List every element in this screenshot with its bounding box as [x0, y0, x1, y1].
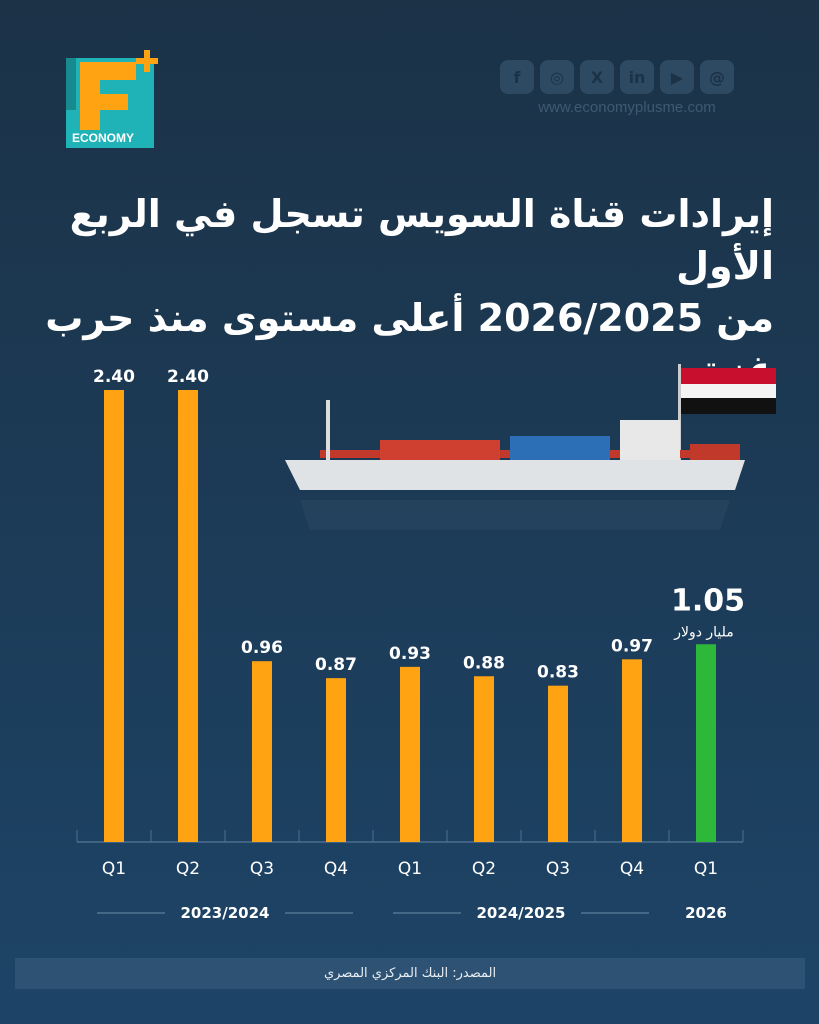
- data-label: 0.97: [611, 636, 653, 656]
- title-line-2: من 2026/2025 أعلى مستوى منذ حرب غزة: [45, 296, 774, 392]
- group-label: 2024/2025: [477, 904, 566, 922]
- bar: [400, 666, 420, 842]
- bar: [548, 685, 568, 842]
- data-label: 2.40: [167, 367, 209, 387]
- bar: [104, 390, 124, 842]
- linkedin-icon[interactable]: in: [620, 60, 654, 94]
- tick-label: Q1: [398, 859, 422, 879]
- bar: [326, 678, 346, 842]
- svg-text:ECONOMY: ECONOMY: [72, 131, 134, 145]
- data-label: 1.05: [671, 583, 745, 618]
- tick-label: Q1: [694, 859, 718, 879]
- bar: [696, 644, 716, 842]
- bar: [178, 390, 198, 842]
- economy-logo: ECONOMY: [66, 50, 158, 148]
- bar: [622, 659, 642, 842]
- source-note: المصدر: البنك المركزي المصري: [15, 958, 805, 989]
- group-label: 2026: [685, 904, 727, 922]
- data-label: 0.88: [463, 653, 505, 673]
- tick-label: Q2: [472, 859, 496, 879]
- data-label: 0.87: [315, 655, 357, 675]
- tick-label: Q4: [324, 859, 348, 879]
- container-ship-image: [285, 364, 776, 530]
- page-title: إيرادات قناة السويس تسجل في الربع الأول …: [30, 188, 774, 396]
- tick-label: Q3: [250, 859, 274, 879]
- bar: [252, 661, 272, 842]
- facebook-icon[interactable]: f: [500, 60, 534, 94]
- data-label: 2.40: [93, 367, 135, 387]
- group-label: 2023/2024: [181, 904, 270, 922]
- youtube-icon[interactable]: ▶: [660, 60, 694, 94]
- threads-icon[interactable]: @: [700, 60, 734, 94]
- data-label: 0.83: [537, 663, 579, 683]
- tick-label: Q2: [176, 859, 200, 879]
- bar: [474, 676, 494, 842]
- x-icon[interactable]: X: [580, 60, 614, 94]
- website-url[interactable]: www.economyplusme.com: [538, 99, 716, 116]
- data-label: 0.96: [241, 638, 283, 658]
- instagram-icon[interactable]: ◎: [540, 60, 574, 94]
- unit-label: مليار دولار: [673, 624, 734, 640]
- data-label: 0.93: [389, 644, 431, 664]
- tick-label: Q3: [546, 859, 570, 879]
- tick-label: Q1: [102, 859, 126, 879]
- tick-label: Q4: [620, 859, 644, 879]
- social-icons: f ◎ X in ▶ @: [500, 60, 734, 94]
- title-line-1: إيرادات قناة السويس تسجل في الربع الأول: [69, 192, 774, 288]
